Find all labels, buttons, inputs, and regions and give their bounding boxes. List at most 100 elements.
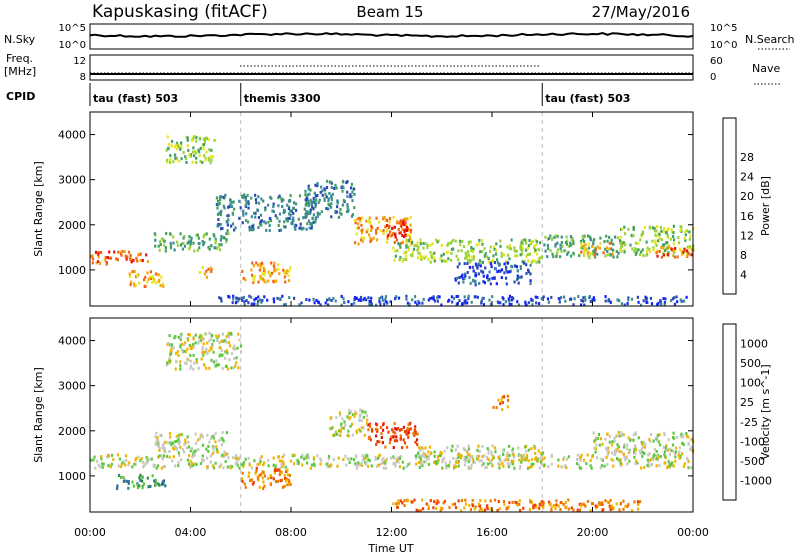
data-cell bbox=[238, 457, 241, 461]
data-cell bbox=[443, 499, 446, 503]
data-cell bbox=[327, 207, 330, 211]
data-cell bbox=[507, 505, 510, 509]
data-cell bbox=[392, 232, 395, 236]
data-cell bbox=[267, 464, 270, 468]
data-cell bbox=[392, 246, 395, 250]
data-cell bbox=[527, 268, 530, 272]
data-cell bbox=[478, 259, 481, 263]
data-cell bbox=[492, 245, 495, 249]
data-cell bbox=[399, 231, 403, 235]
x-tick-label: 00:00 bbox=[677, 526, 709, 539]
data-cell bbox=[684, 238, 687, 242]
data-cell bbox=[578, 254, 581, 257]
data-cell bbox=[118, 457, 121, 461]
data-cell bbox=[168, 455, 171, 459]
data-cell bbox=[479, 250, 482, 254]
data-cell bbox=[628, 450, 631, 454]
data-cell bbox=[409, 236, 412, 240]
data-cell bbox=[623, 455, 626, 459]
data-cell bbox=[463, 456, 466, 460]
data-cell bbox=[557, 458, 560, 462]
data-cell bbox=[405, 297, 408, 301]
data-cell bbox=[576, 458, 579, 461]
data-cell bbox=[554, 244, 557, 248]
data-cell bbox=[651, 226, 654, 230]
data-cell bbox=[524, 458, 527, 462]
data-cell bbox=[480, 249, 483, 253]
data-cell bbox=[441, 458, 444, 462]
data-cell bbox=[596, 252, 599, 256]
data-cell bbox=[459, 243, 462, 247]
data-cell bbox=[656, 225, 659, 229]
data-cell bbox=[360, 299, 363, 302]
data-cell bbox=[307, 456, 310, 460]
data-cell bbox=[380, 432, 383, 436]
data-cell bbox=[272, 205, 275, 209]
data-cell bbox=[259, 265, 262, 269]
data-cell bbox=[216, 339, 219, 342]
data-cell bbox=[487, 257, 490, 261]
data-cell bbox=[676, 300, 679, 304]
data-cell bbox=[535, 260, 538, 264]
data-cell bbox=[209, 266, 212, 270]
data-cell bbox=[362, 415, 365, 419]
data-cell bbox=[298, 194, 302, 198]
colorbar-tick-label: 12 bbox=[740, 229, 754, 242]
data-cell bbox=[408, 462, 411, 465]
data-cell bbox=[435, 461, 438, 465]
data-cell bbox=[268, 229, 271, 233]
data-cell bbox=[586, 500, 590, 503]
data-cell bbox=[262, 480, 265, 484]
data-cell bbox=[592, 298, 595, 302]
data-cell bbox=[643, 445, 646, 449]
data-cell bbox=[126, 255, 129, 259]
data-cell bbox=[374, 458, 377, 461]
data-cell bbox=[413, 429, 416, 432]
data-cell bbox=[340, 212, 343, 216]
data-cell bbox=[633, 247, 637, 251]
data-cell bbox=[217, 244, 220, 248]
data-cell bbox=[209, 454, 212, 458]
data-cell bbox=[227, 294, 230, 298]
data-cell bbox=[320, 185, 323, 189]
data-cell bbox=[516, 269, 519, 273]
data-cell bbox=[623, 248, 626, 252]
data-cell bbox=[188, 333, 191, 337]
data-cell bbox=[663, 453, 666, 457]
data-cell bbox=[504, 300, 507, 304]
data-cell bbox=[135, 456, 138, 460]
data-cell bbox=[306, 212, 309, 216]
data-cell bbox=[511, 462, 515, 466]
data-cell bbox=[528, 252, 532, 256]
data-cell bbox=[626, 443, 629, 447]
data-cell bbox=[263, 295, 266, 299]
data-cell bbox=[592, 296, 595, 300]
data-cell bbox=[518, 275, 521, 279]
data-cell bbox=[499, 459, 502, 463]
data-cell bbox=[584, 504, 587, 508]
data-cell bbox=[195, 358, 198, 361]
data-cell bbox=[582, 244, 585, 248]
data-cell bbox=[391, 428, 394, 432]
data-cell bbox=[374, 455, 377, 459]
data-cell bbox=[207, 267, 210, 271]
data-cell bbox=[222, 339, 225, 343]
data-cell bbox=[283, 453, 286, 457]
data-cell bbox=[660, 246, 663, 250]
data-cell bbox=[401, 221, 404, 225]
data-cell bbox=[376, 464, 379, 468]
data-cell bbox=[236, 463, 239, 467]
data-cell bbox=[216, 199, 220, 203]
data-cell bbox=[535, 252, 539, 256]
cpid-segments: tau (fast) 503 themis 3300 tau (fast) 503 bbox=[89, 83, 630, 106]
data-cell bbox=[181, 247, 184, 251]
data-cell bbox=[353, 298, 356, 301]
data-cell bbox=[289, 459, 293, 463]
data-cell bbox=[608, 247, 611, 251]
data-cell bbox=[272, 297, 275, 301]
data-cell bbox=[547, 465, 550, 469]
data-cell bbox=[413, 427, 417, 431]
data-cell bbox=[495, 282, 498, 286]
data-cell bbox=[359, 219, 362, 223]
data-cell bbox=[241, 196, 244, 200]
